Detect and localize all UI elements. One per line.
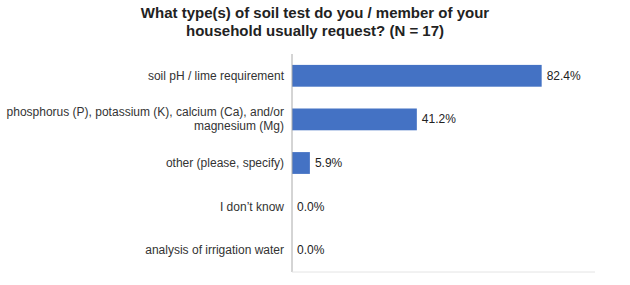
bar xyxy=(292,152,310,174)
tick-label: analysis of irrigation water xyxy=(145,243,284,257)
tick-label: soil pH / lime requirement xyxy=(148,69,285,83)
data-label: 0.0% xyxy=(297,200,325,214)
title: What type(s) of soil test do you / membe… xyxy=(141,4,490,39)
chart-svg: What type(s) of soil test do you / membe… xyxy=(0,0,630,285)
tick-label: other (please, specify) xyxy=(166,156,284,170)
data-label: 41.2% xyxy=(422,112,456,126)
tick-label: phosphorus (P), potassium (K), calcium (… xyxy=(7,105,284,133)
bar xyxy=(292,65,542,87)
bar xyxy=(292,109,417,131)
x-range-line xyxy=(292,272,595,273)
data-label: 0.0% xyxy=(297,243,325,257)
tick-label: I don’t know xyxy=(220,200,284,214)
data-label: 82.4% xyxy=(547,69,581,83)
data-label: 5.9% xyxy=(315,156,343,170)
labels: 0.0% 0.0% 5.9% 41.2% 82.4% xyxy=(297,69,581,257)
y-axis-line xyxy=(292,54,293,272)
chart-container: What type(s) of soil test do you / membe… xyxy=(0,0,630,285)
bars xyxy=(292,65,542,174)
